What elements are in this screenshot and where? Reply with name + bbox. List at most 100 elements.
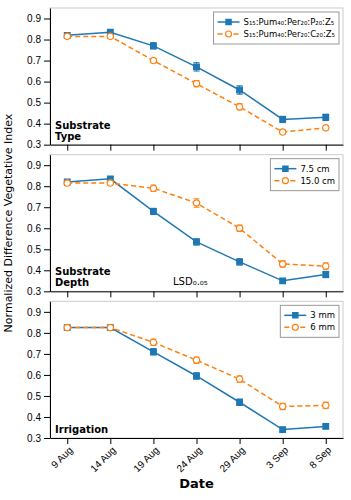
y-tick-mark [44, 333, 50, 334]
x-tick: 3 Sep [264, 438, 291, 471]
x-tick [153, 145, 154, 151]
y-tick: 0.7 [27, 202, 50, 213]
x-tick-mark [110, 438, 111, 444]
error-bar [280, 403, 286, 409]
error-bar [323, 424, 329, 428]
y-tick-mark [44, 207, 50, 208]
point [323, 424, 329, 430]
legend-label: S₁₅:Pum₄₀:Per₂₀:P₂₀:Z₅ [244, 17, 335, 27]
x-tick-mark [326, 438, 327, 444]
series-line [67, 183, 326, 266]
x-tick [197, 145, 198, 151]
legend-marker [226, 31, 232, 37]
x-tick-label: 29 Aug [217, 444, 247, 474]
x-tick-label: 24 Aug [174, 444, 204, 474]
point [107, 180, 113, 186]
x-tick: 8 Sep [307, 438, 334, 471]
x-tick-label: 9 Aug [49, 444, 75, 470]
y-tick-label: 0.6 [27, 370, 41, 381]
y-tick-mark [44, 249, 50, 250]
plot-frame [50, 8, 343, 145]
panel-label: SubstrateType [55, 120, 111, 142]
error-bar [150, 185, 156, 191]
point [279, 261, 285, 267]
legend-box [214, 12, 339, 44]
point [193, 200, 199, 206]
series [64, 180, 329, 269]
legend: 3 mm6 mm [280, 305, 339, 337]
y-tick-label: 0.4 [27, 412, 41, 423]
y-tick: 0.3 [27, 139, 50, 150]
x-tick [110, 145, 111, 151]
point [280, 117, 286, 123]
x-tick-mark [153, 291, 154, 297]
point [107, 325, 113, 331]
y-tick-label: 0.9 [27, 13, 41, 24]
y-axis-line [50, 155, 51, 292]
error-bar [280, 116, 286, 122]
y-axis: 0.30.40.50.60.70.80.9 [27, 9, 50, 151]
x-tick-mark [197, 145, 198, 151]
legend-marker [226, 19, 231, 24]
x-tick-mark [240, 438, 241, 444]
x-tick: 9 Aug [49, 438, 75, 470]
point [193, 357, 199, 363]
x-tick-mark [197, 291, 198, 297]
x-tick [67, 291, 68, 297]
y-tick: 0.9 [27, 13, 50, 24]
y-tick-mark [44, 82, 50, 83]
y-tick-label: 0.8 [27, 181, 41, 192]
series [64, 325, 329, 433]
point [323, 125, 329, 131]
x-tick-mark [326, 291, 327, 297]
point [323, 263, 329, 269]
y-tick-label: 0.7 [27, 55, 41, 66]
y-tick: 0.7 [27, 349, 50, 360]
y-tick-mark [44, 438, 50, 439]
x-tick-mark [197, 438, 198, 444]
y-tick-mark [44, 228, 50, 229]
point [151, 349, 157, 355]
y-tick-label: 0.3 [27, 433, 41, 444]
y-tick-label: 0.4 [27, 265, 41, 276]
legend-box [270, 159, 339, 191]
point [64, 180, 70, 186]
error-bar [237, 376, 243, 382]
error-bar [150, 208, 156, 214]
point [107, 324, 113, 330]
legend-label: 15.0 cm [300, 176, 335, 186]
x-tick [326, 291, 327, 297]
error-bar [194, 239, 200, 245]
y-tick: 0.5 [27, 244, 50, 255]
point [279, 403, 285, 409]
legend-marker [293, 313, 298, 318]
plot-area [64, 324, 329, 432]
x-tick [240, 291, 241, 297]
x-tick-label: 8 Sep [307, 444, 334, 471]
point [194, 64, 200, 70]
y-tick: 0.8 [27, 34, 50, 45]
x-tick: 19 Aug [131, 438, 161, 474]
error-bar [150, 43, 156, 49]
point [194, 373, 200, 379]
plot-frame [50, 155, 343, 292]
y-tick-mark [44, 291, 50, 292]
error-bar [194, 81, 200, 87]
y-tick-label: 0.9 [27, 307, 41, 318]
y-tick-label: 0.9 [27, 160, 41, 171]
x-tick [110, 291, 111, 297]
legend: 7.5 cm15.0 cm [270, 159, 339, 191]
panel: 0.30.40.50.60.70.80.9SubstrateDepthLSD₀.… [27, 155, 343, 298]
y-tick-mark [44, 40, 50, 41]
point [150, 57, 156, 63]
point [323, 115, 329, 121]
y-axis-line [50, 302, 51, 439]
error-bar [323, 263, 329, 269]
x-tick-label: 19 Aug [131, 444, 161, 474]
y-tick-label: 0.6 [27, 76, 41, 87]
legend-label: 6 mm [310, 322, 335, 332]
point [237, 399, 243, 405]
y-tick-label: 0.7 [27, 202, 41, 213]
x-tick-mark [67, 291, 68, 297]
y-tick-mark [44, 312, 50, 313]
